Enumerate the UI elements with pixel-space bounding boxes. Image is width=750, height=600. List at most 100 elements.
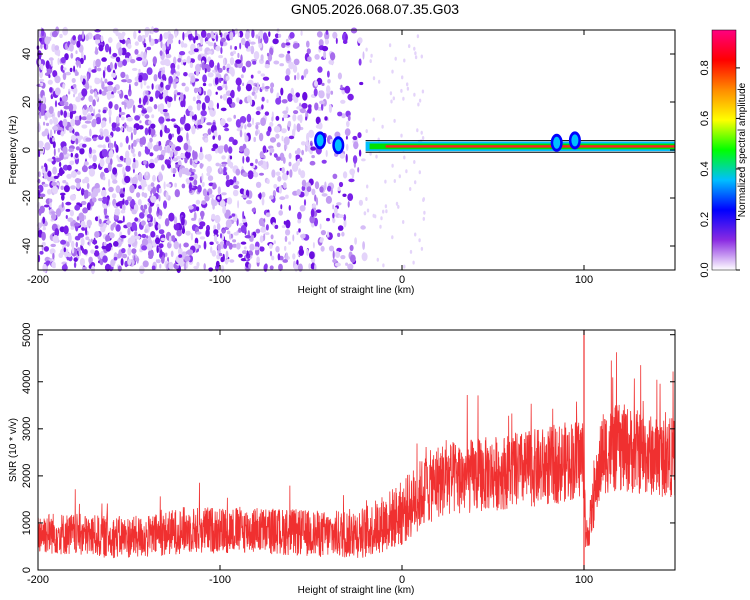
noise-speck (87, 67, 92, 73)
noise-speck (288, 61, 295, 70)
noise-speck (98, 44, 104, 52)
noise-speck (298, 228, 301, 233)
y-tick-label: 0 (21, 147, 33, 153)
noise-speck (341, 113, 346, 119)
noise-speck (259, 246, 265, 252)
noise-speck (85, 34, 90, 41)
noise-speck (85, 137, 92, 142)
noise-speck (51, 261, 56, 269)
noise-speck (173, 56, 177, 66)
noise-speck (227, 230, 231, 235)
noise-speck (286, 170, 289, 176)
noise-speck (117, 60, 124, 68)
noise-speck (263, 264, 268, 272)
noise-speck (280, 204, 283, 210)
noise-speck (69, 111, 74, 120)
noise-speck (237, 200, 240, 209)
noise-speck (93, 250, 100, 257)
noise-speck (336, 247, 342, 253)
noise-speck (61, 194, 65, 201)
noise-speck (220, 265, 225, 273)
noise-speck (94, 49, 99, 55)
noise-speck (83, 54, 86, 61)
noise-speck (119, 107, 122, 114)
noise-speck (282, 182, 287, 189)
noise-speck (270, 234, 274, 240)
noise-speck (75, 57, 81, 63)
noise-speck (108, 186, 114, 193)
noise-speck (206, 122, 212, 126)
noise-speck (253, 136, 256, 143)
noise-speck (73, 261, 77, 268)
noise-speck (42, 263, 47, 273)
noise-speck (303, 199, 307, 206)
noise-speck (167, 96, 173, 103)
noise-speck (278, 263, 283, 272)
noise-speck (203, 263, 206, 271)
noise-speck (262, 145, 267, 154)
noise-speck (86, 219, 93, 227)
noise-speck (301, 179, 307, 187)
noise-speck (140, 220, 146, 226)
noise-speck (292, 64, 298, 73)
noise-speck (63, 185, 70, 193)
noise-speck (206, 153, 212, 162)
noise-speck (87, 241, 90, 245)
noise-speck (49, 118, 53, 125)
noise-speck (150, 195, 157, 203)
noise-speck (124, 199, 129, 206)
noise-speck (345, 143, 349, 151)
noise-speck (80, 74, 84, 83)
noise-speck (366, 208, 370, 213)
noise-speck (76, 59, 79, 68)
noise-speck (43, 172, 48, 180)
noise-speck (158, 116, 165, 124)
noise-speck (408, 44, 411, 49)
spectrogram-y-axis-label: Frequency (Hz) (8, 116, 19, 185)
noise-speck (161, 124, 166, 131)
noise-speck (207, 175, 214, 182)
noise-speck (76, 216, 80, 221)
noise-speck (126, 116, 133, 122)
noise-speck (74, 69, 78, 77)
noise-speck (204, 137, 209, 143)
noise-speck (352, 135, 358, 141)
noise-speck (238, 253, 243, 258)
noise-speck (210, 31, 214, 39)
noise-speck (282, 110, 288, 115)
noise-speck (58, 252, 64, 258)
noise-speck (191, 125, 196, 135)
noise-speck (194, 158, 198, 164)
noise-speck (102, 69, 106, 79)
noise-speck (177, 135, 183, 143)
noise-speck (401, 75, 404, 80)
noise-speck (232, 243, 238, 248)
noise-speck (293, 58, 300, 66)
noise-speck (241, 194, 248, 198)
noise-speck (193, 48, 199, 53)
noise-speck (395, 201, 399, 206)
noise-speck (74, 204, 81, 211)
noise-speck (161, 74, 166, 81)
noise-speck (274, 33, 280, 39)
noise-speck (237, 31, 240, 38)
noise-speck (236, 97, 240, 103)
noise-speck (183, 142, 189, 151)
noise-speck (271, 169, 276, 178)
noise-speck (147, 202, 150, 206)
noise-speck (121, 79, 128, 83)
noise-speck (158, 71, 161, 78)
noise-speck (53, 175, 59, 179)
noise-speck (245, 60, 252, 68)
noise-speck (131, 248, 137, 254)
noise-speck (108, 115, 112, 124)
noise-speck (146, 67, 153, 75)
noise-speck (148, 126, 151, 136)
noise-speck (119, 193, 125, 198)
noise-speck (391, 235, 394, 240)
x-tick-label: -100 (209, 574, 231, 586)
noise-speck (255, 158, 258, 164)
noise-speck (170, 166, 173, 173)
noise-speck (225, 240, 231, 246)
noise-speck (235, 168, 241, 176)
